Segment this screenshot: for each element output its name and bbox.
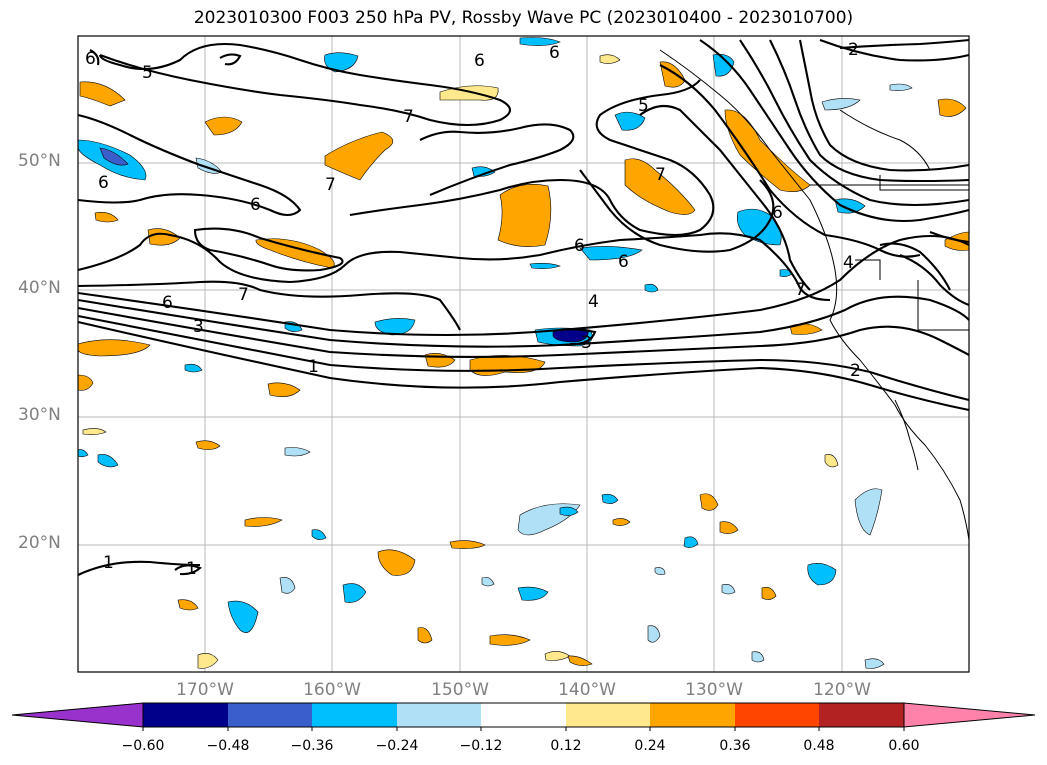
contour-label: 6 [474,51,485,71]
contour-label: 4 [843,253,854,273]
map-title: 2023010300 F003 250 hPa PV, Rossby Wave … [193,8,854,28]
colorbar-swatch [228,703,312,727]
lat-label-30n: 30°N [18,405,61,425]
colorbar-frame [142,702,905,728]
contour-label: 7 [325,175,336,195]
contour-label: 6 [85,49,96,69]
colorbar-swatch [143,703,228,727]
lon-label-170w: 170°W [176,680,234,700]
lon-label-120w: 120°W [813,680,871,700]
contour-label: 4 [588,292,599,312]
contour-label: 5 [142,63,153,83]
colorbar-tick-label: 0.48 [803,738,835,754]
colorbar-swatch [650,703,735,727]
contour-label: 6 [772,203,783,223]
colorbar-tick-label: 0.12 [550,738,582,754]
colorbar-swatch [312,703,397,727]
colorbar-extend-low [11,702,144,728]
contour-label: 1 [103,553,114,573]
coastlines [659,49,970,541]
colorbar-tick-label: −0.36 [290,738,334,754]
lon-label-150w: 150°W [431,680,489,700]
colorbar-swatch [481,703,566,727]
contour-label: 6 [162,293,173,313]
colorbar-swatch [397,703,481,727]
lon-label-160w: 160°W [303,680,361,700]
contour-label: 3 [193,317,204,337]
contour-label: 2 [848,40,859,60]
map-frame [77,35,970,673]
contour-label: 5 [638,96,649,116]
colorbar-swatch [819,703,904,727]
contour-label: 7 [795,280,806,300]
colorbar-tick-label: −0.12 [459,738,503,754]
contour-label: 6 [250,195,261,215]
contour-label: 6 [618,252,629,272]
colorbar-tick-label: −0.48 [206,738,250,754]
colorbar [11,702,1036,731]
colorbar-tick-label: 0.60 [888,738,920,754]
contour-label: 6 [98,173,109,193]
colorbar-swatch [566,703,650,727]
contour-label: 1 [186,559,197,579]
negative-anomaly-patches [77,37,913,669]
lat-label-40n: 40°N [18,278,61,298]
contour-label: 3 [581,333,592,353]
contour-label: 6 [549,43,560,63]
contour-label: 7 [238,285,249,305]
lon-label-140w: 140°W [558,680,616,700]
contour-label: 7 [403,107,414,127]
colorbar-tick-label: −0.60 [121,738,165,754]
colorbar-extend-high [903,702,1036,728]
colorbar-tick-label: 0.24 [634,738,666,754]
lon-label-130w: 130°W [685,680,743,700]
contour-label: 1 [308,357,319,377]
contour-label: 6 [574,236,585,256]
colorbar-tick-label: 0.36 [719,738,751,754]
contour-label: 7 [655,165,666,185]
lat-label-20n: 20°N [18,533,61,553]
colorbar-tick-label: −0.24 [375,738,419,754]
contour-labels: 6 5 6 6 2 7 7 6 6 5 7 6 6 7 6 4 7 4 6 3 … [85,40,861,579]
lat-label-50n: 50°N [18,151,61,171]
contour-label: 2 [850,361,861,381]
colorbar-swatch [735,703,819,727]
